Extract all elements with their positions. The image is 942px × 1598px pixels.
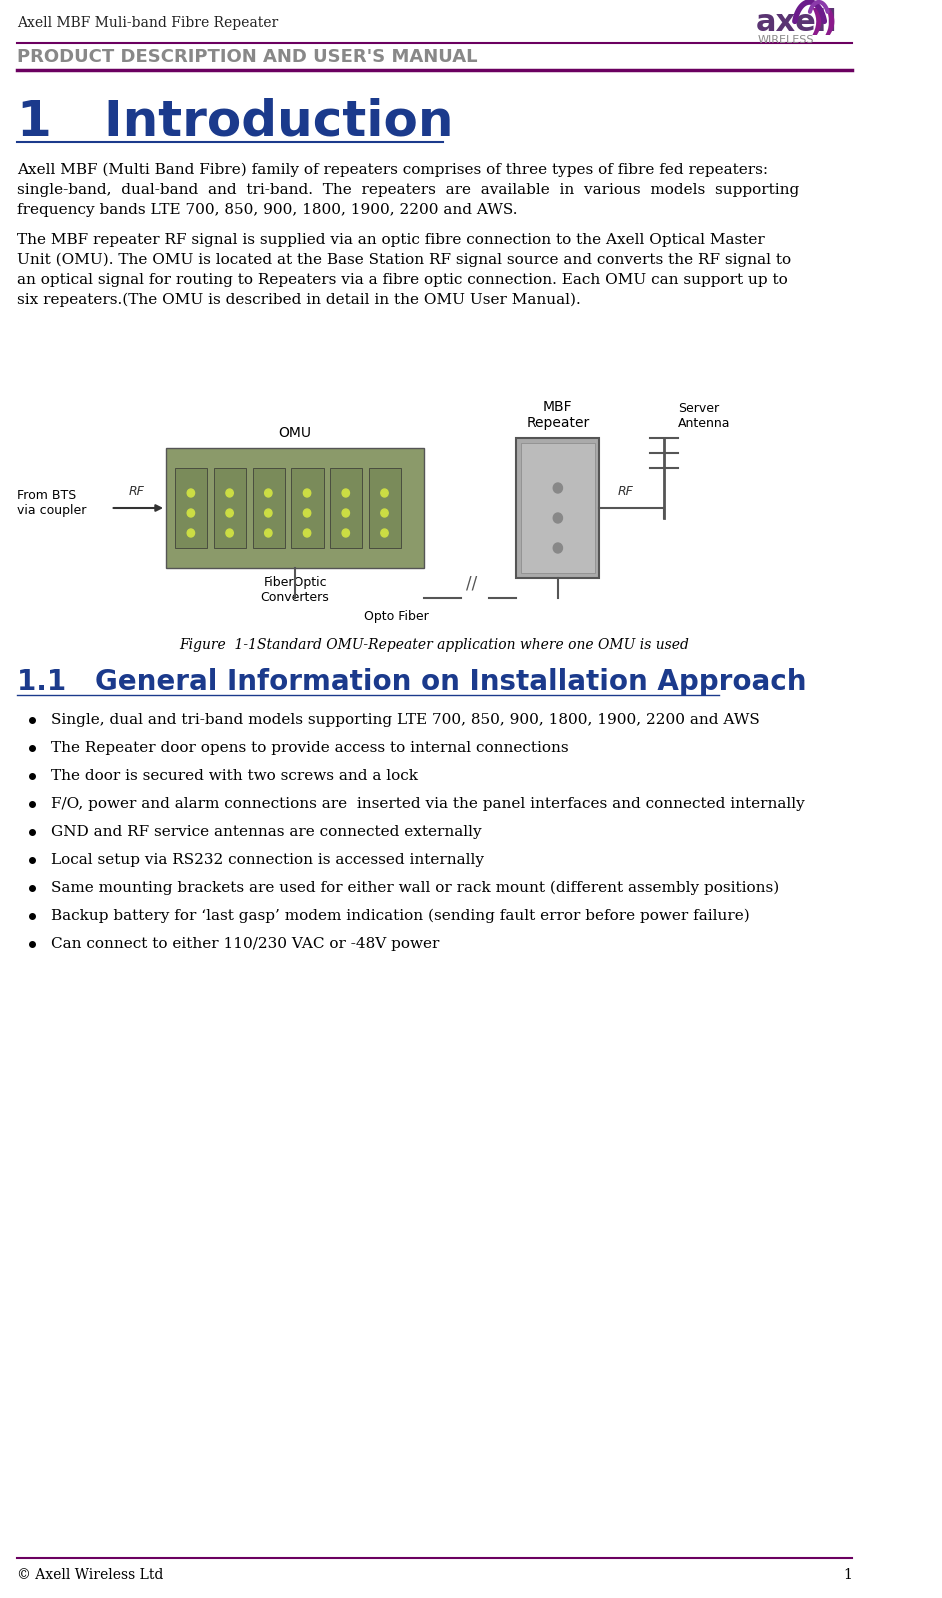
- Circle shape: [342, 529, 349, 537]
- Text: Unit (OMU). The OMU is located at the Base Station RF signal source and converts: Unit (OMU). The OMU is located at the Ba…: [17, 252, 790, 267]
- Circle shape: [381, 510, 388, 518]
- Circle shape: [303, 489, 311, 497]
- Text: The door is secured with two screws and a lock: The door is secured with two screws and …: [51, 769, 417, 783]
- Text: Axell MBF Muli-band Fibre Repeater: Axell MBF Muli-band Fibre Repeater: [17, 16, 278, 30]
- FancyBboxPatch shape: [214, 468, 246, 548]
- Text: RF: RF: [129, 486, 145, 499]
- Text: axell: axell: [756, 8, 837, 37]
- Text: 1   Introduction: 1 Introduction: [17, 97, 453, 145]
- Circle shape: [553, 513, 562, 523]
- Circle shape: [265, 529, 272, 537]
- Text: 1.1   General Information on Installation Approach: 1.1 General Information on Installation …: [17, 668, 806, 697]
- Circle shape: [381, 529, 388, 537]
- Text: The MBF repeater RF signal is supplied via an optic fibre connection to the Axel: The MBF repeater RF signal is supplied v…: [17, 233, 764, 248]
- Text: F/O, power and alarm connections are  inserted via the panel interfaces and conn: F/O, power and alarm connections are ins…: [51, 797, 804, 812]
- Text: WIRELESS: WIRELESS: [758, 35, 815, 45]
- Circle shape: [187, 510, 195, 518]
- Circle shape: [187, 489, 195, 497]
- FancyBboxPatch shape: [521, 443, 594, 574]
- Text: GND and RF service antennas are connected externally: GND and RF service antennas are connecte…: [51, 825, 481, 839]
- Circle shape: [381, 489, 388, 497]
- Text: an optical signal for routing to Repeaters via a fibre optic connection. Each OM: an optical signal for routing to Repeate…: [17, 273, 788, 288]
- Circle shape: [226, 529, 234, 537]
- FancyBboxPatch shape: [252, 468, 284, 548]
- Circle shape: [265, 510, 272, 518]
- Text: single-band,  dual-band  and  tri-band.  The  repeaters  are  available  in  var: single-band, dual-band and tri-band. The…: [17, 184, 799, 197]
- Circle shape: [342, 489, 349, 497]
- Text: Figure  1-1Standard OMU-Repeater application where one OMU is used: Figure 1-1Standard OMU-Repeater applicat…: [179, 638, 690, 652]
- Circle shape: [187, 529, 195, 537]
- Text: Axell MBF (Multi Band Fibre) family of repeaters comprises of three types of fib: Axell MBF (Multi Band Fibre) family of r…: [17, 163, 768, 177]
- Circle shape: [265, 489, 272, 497]
- Text: Single, dual and tri-band models supporting LTE 700, 850, 900, 1800, 1900, 2200 : Single, dual and tri-band models support…: [51, 713, 759, 727]
- Text: frequency bands LTE 700, 850, 900, 1800, 1900, 2200 and AWS.: frequency bands LTE 700, 850, 900, 1800,…: [17, 203, 517, 217]
- Text: six repeaters.(The OMU is described in detail in the OMU User Manual).: six repeaters.(The OMU is described in d…: [17, 292, 580, 307]
- Text: Server
Antenna: Server Antenna: [677, 403, 730, 430]
- Text: FiberOptic
Converters: FiberOptic Converters: [261, 575, 330, 604]
- Circle shape: [226, 489, 234, 497]
- Circle shape: [553, 483, 562, 494]
- Text: Opto Fiber: Opto Fiber: [365, 610, 429, 623]
- Text: OMU: OMU: [279, 427, 312, 439]
- FancyBboxPatch shape: [175, 468, 207, 548]
- Text: )): )): [809, 8, 837, 37]
- Text: Backup battery for ‘last gasp’ modem indication (sending fault error before powe: Backup battery for ‘last gasp’ modem ind…: [51, 909, 750, 924]
- Circle shape: [226, 510, 234, 518]
- Text: Local setup via RS232 connection is accessed internally: Local setup via RS232 connection is acce…: [51, 853, 483, 868]
- Text: Same mounting brackets are used for either wall or rack mount (different assembl: Same mounting brackets are used for eith…: [51, 880, 779, 895]
- Text: Can connect to either 110/230 VAC or -48V power: Can connect to either 110/230 VAC or -48…: [51, 936, 439, 951]
- Circle shape: [303, 529, 311, 537]
- Circle shape: [553, 543, 562, 553]
- FancyBboxPatch shape: [516, 438, 599, 578]
- Text: //: //: [465, 575, 477, 593]
- Text: 1: 1: [843, 1568, 852, 1582]
- Text: PRODUCT DESCRIPTION AND USER'S MANUAL: PRODUCT DESCRIPTION AND USER'S MANUAL: [17, 48, 477, 66]
- Text: MBF
Repeater: MBF Repeater: [527, 400, 590, 430]
- FancyBboxPatch shape: [369, 468, 401, 548]
- FancyBboxPatch shape: [166, 447, 424, 567]
- Circle shape: [342, 510, 349, 518]
- Text: The Repeater door opens to provide access to internal connections: The Repeater door opens to provide acces…: [51, 741, 568, 754]
- FancyBboxPatch shape: [291, 468, 324, 548]
- Text: © Axell Wireless Ltd: © Axell Wireless Ltd: [17, 1568, 163, 1582]
- FancyBboxPatch shape: [330, 468, 363, 548]
- Text: From BTS
via coupler: From BTS via coupler: [17, 489, 86, 518]
- Circle shape: [303, 510, 311, 518]
- Text: RF: RF: [618, 486, 634, 499]
